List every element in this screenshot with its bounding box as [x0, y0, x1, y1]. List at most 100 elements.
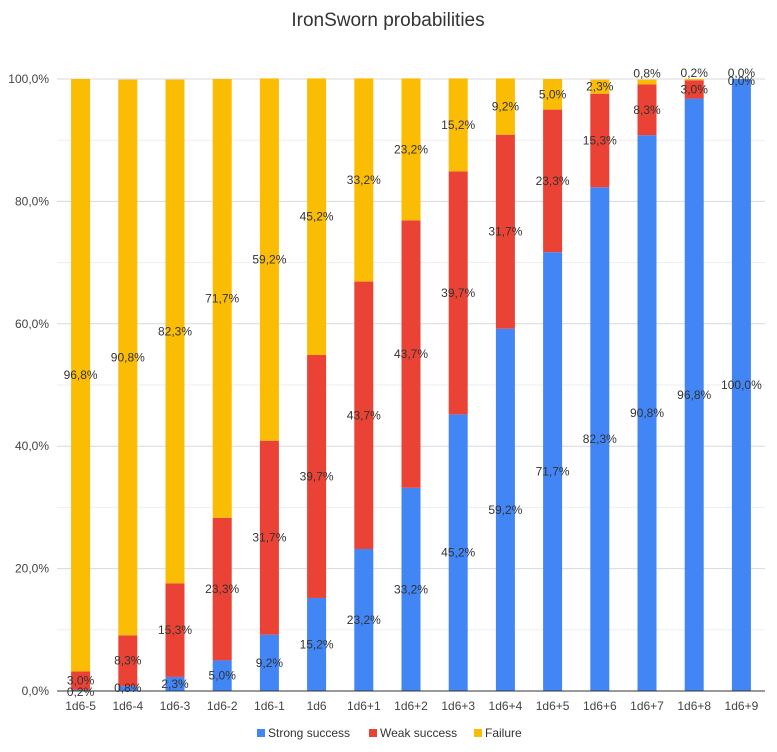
legend-swatch: [474, 729, 482, 737]
x-tick-label: 1d6+6: [583, 699, 617, 713]
bar-segment-failure: [165, 79, 185, 584]
bar-segment-strong-success: [495, 328, 515, 691]
data-label: 33,2%: [394, 582, 428, 596]
bar-segment-weak-success: [118, 635, 138, 687]
bar-segment-weak-success: [401, 220, 421, 488]
bar-segment-weak-success: [307, 355, 327, 598]
bar-segment-failure: [307, 78, 327, 356]
bar-segment-strong-success: [118, 686, 138, 691]
data-label: 5,0%: [539, 87, 567, 101]
y-tick-label: 40,0%: [15, 439, 49, 453]
data-label: 31,7%: [488, 225, 522, 239]
bar-segment-weak-success: [165, 583, 185, 677]
legend-swatch: [257, 729, 265, 737]
data-label: 96,8%: [677, 388, 711, 402]
data-label: 59,2%: [252, 253, 286, 267]
data-label: 33,2%: [347, 173, 381, 187]
y-tick-label: 20,0%: [15, 562, 49, 576]
data-label: 0,8%: [114, 681, 142, 695]
legend-swatch: [369, 729, 377, 737]
bar-segment-strong-success: [259, 634, 279, 691]
data-label: 23,2%: [394, 142, 428, 156]
x-tick-label: 1d6+3: [441, 699, 475, 713]
data-label: 9,2%: [256, 656, 284, 670]
data-label: 45,2%: [441, 546, 475, 560]
data-label: 2,3%: [161, 677, 189, 691]
data-label: 15,3%: [158, 623, 192, 637]
data-label: 9,2%: [492, 100, 520, 114]
y-tick-label: 100,0%: [8, 72, 49, 86]
bar-segment-strong-success: [307, 597, 327, 691]
bar-segment-weak-success: [354, 281, 374, 550]
bar-segment-weak-success: [448, 171, 468, 415]
x-tick-label: 1d6+9: [725, 699, 759, 713]
y-tick-label: 60,0%: [15, 317, 49, 331]
data-label: 15,3%: [583, 134, 617, 148]
bar-segment-failure: [354, 78, 374, 282]
legend-label: Weak success: [380, 726, 457, 740]
data-label: 90,8%: [630, 406, 664, 420]
data-label: 0,0%: [728, 66, 756, 80]
bar-segment-weak-success: [259, 440, 279, 635]
x-tick-label: 1d6+2: [394, 699, 428, 713]
chart-title: IronSworn probabilities: [291, 10, 484, 31]
data-label: 59,2%: [488, 503, 522, 517]
x-tick-label: 1d6-1: [254, 699, 285, 713]
data-label: 23,3%: [536, 174, 570, 188]
data-label: 71,7%: [205, 291, 239, 305]
data-label: 0,2%: [67, 685, 95, 699]
bar-segment-strong-success: [212, 660, 232, 691]
bar-segment-failure: [118, 79, 138, 636]
x-tick-label: 1d6+4: [489, 699, 523, 713]
data-label: 0,8%: [633, 67, 661, 81]
data-label: 100,0%: [721, 378, 762, 392]
data-label: 5,0%: [209, 669, 237, 683]
bar-segment-strong-success: [448, 414, 468, 691]
bar-segment-weak-success: [590, 93, 610, 188]
data-label: 43,7%: [394, 347, 428, 361]
bar-segment-failure: [495, 78, 515, 135]
x-tick-label: 1d6: [307, 699, 327, 713]
bar-segment-failure: [71, 79, 91, 672]
x-tick-label: 1d6-4: [112, 699, 143, 713]
data-label: 8,3%: [114, 654, 142, 668]
data-label: 82,3%: [158, 324, 192, 338]
bar-segment-failure: [684, 79, 704, 81]
y-axis: 0,0% 20,0% 40,0% 60,0% 80,0% 100,0%: [8, 72, 49, 698]
bar-segment-strong-success: [165, 676, 185, 691]
data-label: 45,2%: [300, 210, 334, 224]
data-label: 23,2%: [347, 613, 381, 627]
x-tick-label: 1d6-2: [207, 699, 238, 713]
legend-label: Failure: [485, 726, 522, 740]
data-label: 0,0%: [728, 74, 756, 88]
data-label: 31,7%: [252, 531, 286, 545]
bar-segment-weak-success: [212, 517, 232, 661]
data-label: 90,8%: [111, 350, 145, 364]
y-tick-label: 80,0%: [15, 194, 49, 208]
data-label: 0,2%: [681, 66, 709, 80]
x-tick-label: 1d6+8: [677, 699, 711, 713]
bar-segment-failure: [543, 79, 563, 110]
data-label: 43,7%: [347, 408, 381, 422]
data-label: 82,3%: [583, 432, 617, 446]
bars-group: [71, 78, 751, 692]
data-labels-group: 0,2%3,0%96,8%0,8%8,3%90,8%2,3%15,3%82,3%…: [64, 66, 762, 699]
x-axis: 1d6-5 1d6-4 1d6-3 1d6-2 1d6-1 1d6 1d6+1 1d6+2 1d…: [57, 690, 765, 713]
bar-segment-failure: [637, 79, 657, 85]
bar-segment-weak-success: [684, 80, 704, 99]
data-label: 23,3%: [205, 582, 239, 596]
bar-segment-strong-success: [401, 487, 421, 691]
data-label: 71,7%: [536, 465, 570, 479]
bar-segment-weak-success: [71, 671, 91, 690]
data-label: 96,8%: [64, 368, 98, 382]
data-label: 39,7%: [300, 469, 334, 483]
bar-segment-failure: [448, 78, 468, 172]
data-label: 3,0%: [67, 674, 95, 688]
bar-segment-failure: [212, 79, 232, 518]
bar-segment-strong-success: [543, 252, 563, 692]
data-label: 8,3%: [633, 103, 661, 117]
bar-segment-weak-success: [495, 134, 515, 329]
x-tick-label: 1d6+7: [630, 699, 664, 713]
legend: Strong success Weak success Failure: [257, 726, 522, 740]
